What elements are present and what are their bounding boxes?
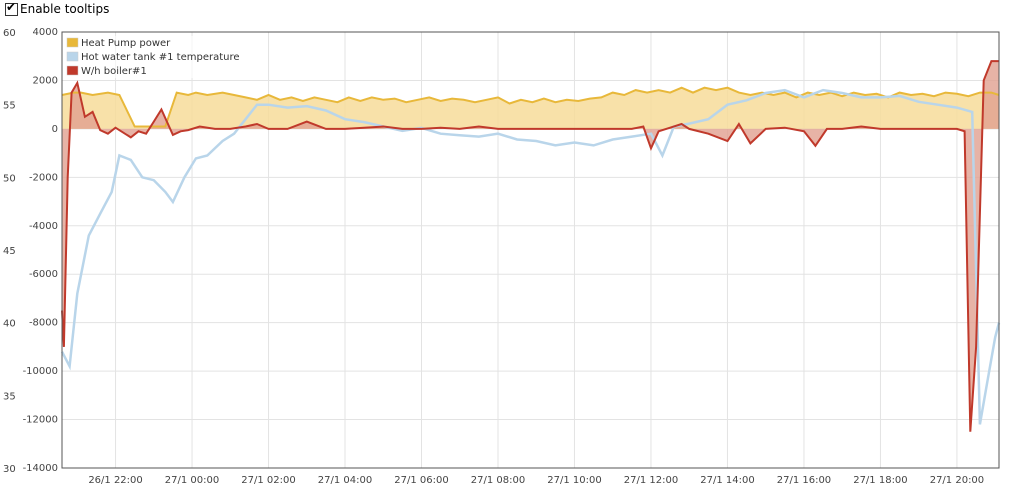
x-tick-label: 27/1 04:00 — [318, 475, 372, 486]
y-right-tick-label: -6000 — [29, 269, 58, 280]
legend-swatch — [66, 37, 79, 48]
y-right-tick-label: -2000 — [29, 172, 58, 183]
x-tick-label: 27/1 20:00 — [930, 475, 984, 486]
x-tick-label: 27/1 00:00 — [165, 475, 219, 486]
x-tick-label: 27/1 18:00 — [853, 475, 907, 486]
tank-temperature-line — [60, 88, 1001, 425]
chart-legend: Heat Pump power Hot water tank #1 tempera… — [64, 36, 240, 78]
x-tick-label: 27/1 14:00 — [700, 475, 754, 486]
check-icon: ✔ — [6, 0, 17, 14]
chart-frame — [61, 31, 1000, 469]
y-left-tick-label: 40 — [3, 319, 16, 330]
y-right-tick-label: -10000 — [23, 366, 58, 377]
legend-label: W/h boiler#1 — [81, 66, 147, 77]
y-left-tick-label: 60 — [3, 28, 16, 39]
boiler-line — [61, 60, 999, 432]
y-right-tick-label: -14000 — [23, 463, 58, 474]
legend-swatch — [66, 51, 79, 62]
legend-swatch — [66, 65, 79, 76]
y-right-tick-label: -12000 — [23, 415, 58, 426]
heat-pump-area — [62, 87, 999, 129]
y-right-tick-label: 0 — [52, 124, 58, 135]
legend-label: Heat Pump power — [81, 38, 171, 49]
y-right-tick-label: -8000 — [29, 318, 58, 329]
x-tick-label: 27/1 10:00 — [547, 475, 601, 486]
y-right-tick-label: 2000 — [33, 75, 58, 86]
chart-lines — [60, 60, 1001, 432]
tooltips-toggle[interactable]: ✔ Enable tooltips — [5, 0, 110, 17]
legend-label: Hot water tank #1 temperature — [81, 52, 240, 63]
x-tick-label: 27/1 16:00 — [777, 475, 831, 486]
tooltips-label: Enable tooltips — [20, 2, 110, 16]
x-tick-label: 27/1 02:00 — [241, 475, 295, 486]
chart-axes: 4000 2000 0 -2000 -4000 -6000 -8000 -10000 -1200… — [3, 27, 984, 486]
plot-border — [61, 31, 1000, 469]
y-left-tick-label: 50 — [3, 173, 16, 184]
y-left-tick-label: 35 — [3, 391, 16, 402]
y-right-tick-label: 4000 — [33, 27, 58, 38]
tooltips-checkbox[interactable]: ✔ — [5, 0, 18, 16]
x-tick-label: 27/1 08:00 — [471, 475, 525, 486]
y-left-tick-label: 30 — [3, 464, 16, 475]
x-tick-label: 27/1 06:00 — [394, 475, 448, 486]
y-right-tick-label: -4000 — [29, 221, 58, 232]
x-tick-label: 26/1 22:00 — [88, 475, 142, 486]
y-left-tick-label: 45 — [3, 246, 16, 257]
chart-areas — [62, 61, 999, 432]
legend-box — [64, 36, 232, 78]
y-left-tick-label: 55 — [3, 101, 16, 112]
x-tick-label: 27/1 12:00 — [624, 475, 678, 486]
